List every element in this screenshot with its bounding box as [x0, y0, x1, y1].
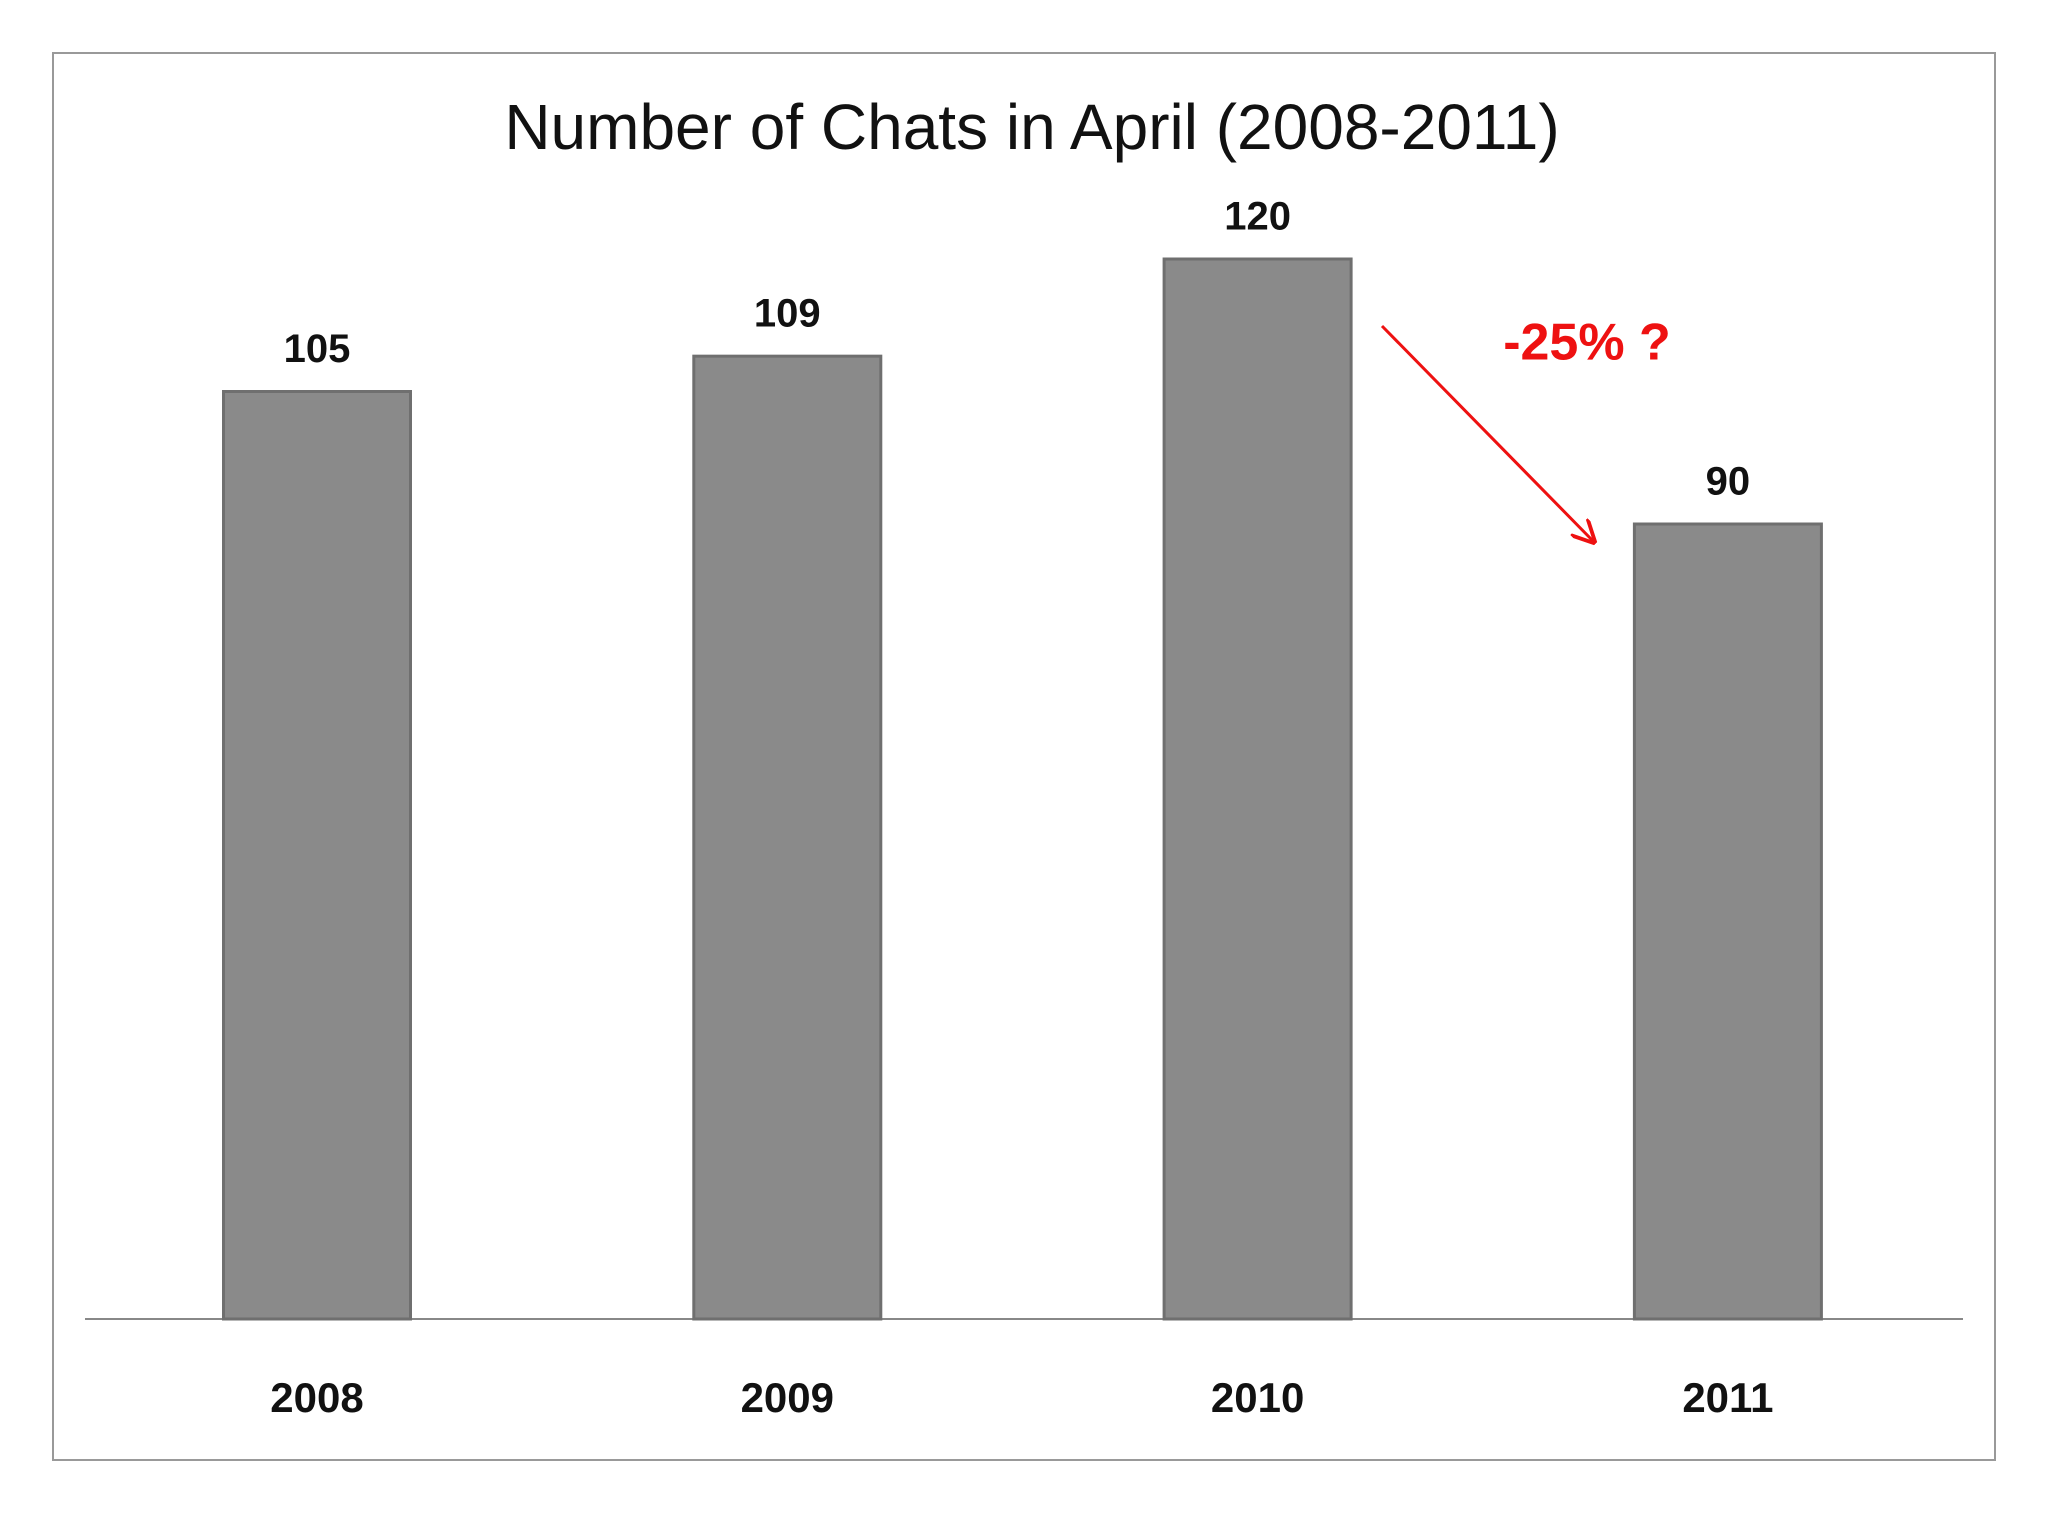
- data-label: 120: [1224, 195, 1291, 239]
- data-label: 109: [754, 292, 821, 336]
- annotation: -25% ?: [1503, 314, 1671, 372]
- chart-title: Number of Chats in April (2008-2011): [504, 91, 1559, 163]
- x-tick-label: 2009: [741, 1374, 834, 1421]
- data-label: 105: [284, 327, 351, 371]
- annotation-arrow: [1380, 324, 1594, 542]
- bar: [692, 354, 883, 1321]
- bar: [1632, 522, 1823, 1321]
- bar: [222, 390, 412, 1321]
- x-tick-label: 2011: [1682, 1374, 1773, 1421]
- data-label: 90: [1706, 460, 1751, 504]
- x-tick-label: 2008: [270, 1374, 363, 1421]
- x-tick-label: 2010: [1211, 1374, 1304, 1421]
- bar: [1162, 257, 1353, 1321]
